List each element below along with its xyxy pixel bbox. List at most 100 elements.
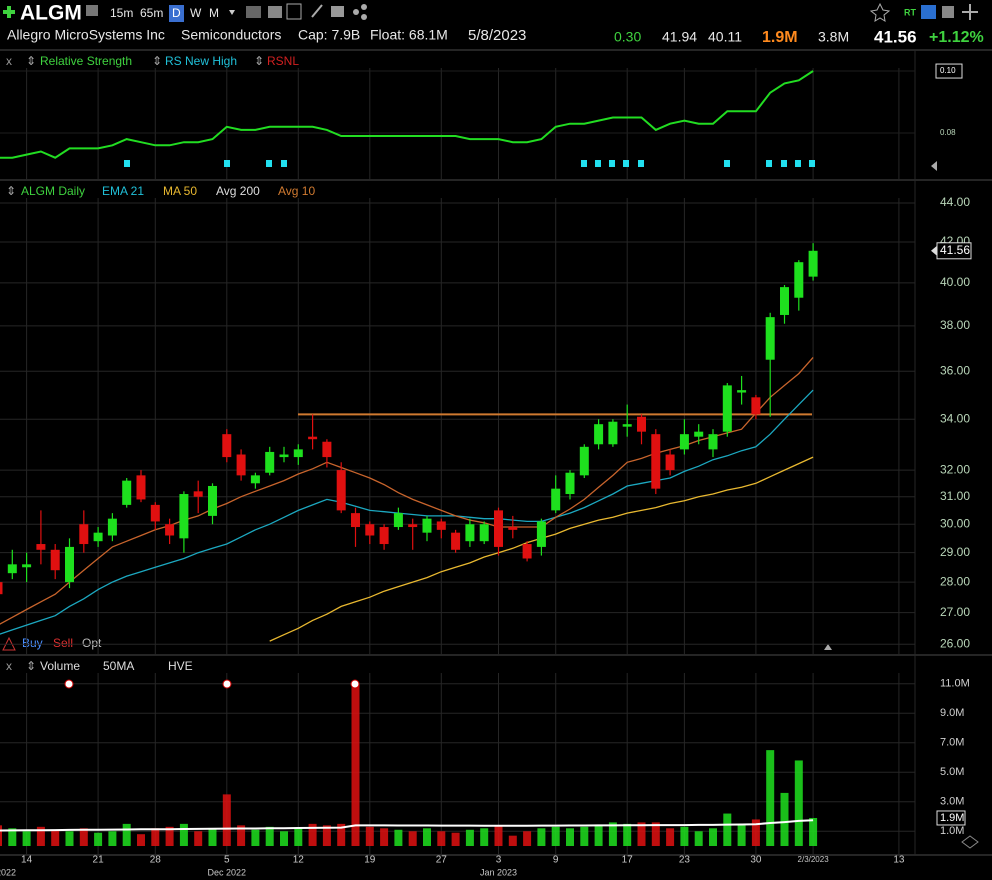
volume-bar — [494, 825, 503, 847]
volume-bar — [65, 831, 74, 847]
x-tick-label: 9 — [553, 855, 559, 866]
x-tick-label: 3 — [496, 855, 502, 866]
x-tick-label: 23 — [679, 855, 691, 866]
volume-bar — [0, 825, 2, 847]
change-percent: +1.12% — [929, 29, 984, 46]
legend-entry[interactable]: Avg 200 — [216, 184, 260, 198]
rs-legend: x ⇕ Relative Strength ⇕ RS New High ⇕ RS… — [6, 54, 299, 68]
volume-bar — [237, 825, 246, 847]
volume-bar — [780, 792, 789, 847]
candle-body — [594, 424, 604, 445]
volume-bar — [680, 826, 689, 847]
price-legend: ⇕ ALGM Daily EMA 21 MA 50 Avg 200 Avg 10 — [6, 184, 315, 198]
volume-bar — [623, 823, 632, 847]
volume-bar — [122, 823, 131, 847]
candle-body — [694, 431, 704, 437]
x-tick-label: 17 — [622, 855, 634, 866]
legend-entry[interactable]: Volume — [40, 659, 80, 673]
icon[interactable] — [86, 5, 98, 16]
timeframe-active[interactable] — [169, 5, 184, 22]
rs-new-high-marker — [623, 160, 629, 167]
timeframe[interactable]: D — [172, 6, 181, 20]
candle-body — [579, 446, 589, 476]
volume-legend: x ⇕ Volume 50MA HVE — [6, 659, 193, 673]
legend-entry[interactable]: MA 50 — [163, 184, 197, 198]
realtime[interactable]: RT — [904, 7, 916, 17]
icon[interactable] — [942, 6, 954, 18]
close-button[interactable]: x — [6, 54, 12, 68]
last-price: 41.56 — [874, 27, 917, 46]
sell-button[interactable]: Sell — [53, 636, 73, 650]
candle-body — [722, 385, 732, 432]
rs-new-high-marker — [638, 160, 644, 167]
volume-bar — [451, 832, 460, 847]
candle-body — [50, 549, 60, 571]
candle-body — [365, 524, 375, 536]
price-badge — [936, 242, 972, 260]
arrows: ⇕ — [26, 54, 36, 68]
timeframe[interactable]: 65m — [140, 6, 163, 20]
volume-badge-label: 1.9M — [940, 812, 964, 824]
icon[interactable] — [361, 14, 367, 20]
legend-entry[interactable]: Relative Strength — [40, 54, 132, 68]
candle-body — [65, 546, 74, 583]
candle-body — [536, 521, 546, 547]
sector: Semiconductors — [181, 27, 281, 43]
icon — [961, 835, 979, 849]
legend-entry[interactable]: 50MA — [103, 659, 134, 673]
arrows: ⇕ — [152, 54, 162, 68]
legend-entry[interactable]: RS New High — [165, 54, 237, 68]
candle-body — [408, 524, 418, 528]
candle-body — [250, 475, 260, 484]
icon[interactable] — [921, 5, 936, 19]
volume-bar — [208, 828, 217, 847]
legend-entry[interactable]: EMA 21 — [102, 184, 144, 198]
rs-new-high-marker — [224, 160, 230, 167]
volume-bar — [265, 826, 274, 847]
volume-bar — [580, 826, 589, 847]
moving-average — [0, 356, 814, 625]
timeframe[interactable]: W — [190, 6, 202, 20]
symbol[interactable]: ALGM — [20, 2, 82, 25]
price-badge-label: 41.56 — [940, 243, 970, 257]
legend-entry[interactable]: Avg 10 — [278, 184, 315, 198]
legend-entry[interactable]: RSNL — [267, 54, 299, 68]
volume-bar — [637, 822, 646, 847]
close-button[interactable]: x — [6, 659, 12, 673]
y-tick-label: 3.0M — [940, 796, 964, 808]
volume-bar — [94, 832, 103, 847]
candle-body — [651, 434, 661, 489]
icon[interactable] — [286, 3, 302, 20]
buy-button[interactable]: Buy — [22, 636, 43, 650]
timeframe[interactable]: 15m — [110, 6, 133, 20]
y-tick-label: 7.0M — [940, 737, 964, 749]
icon[interactable] — [361, 4, 367, 10]
add-icon[interactable] — [3, 6, 15, 18]
icon[interactable] — [311, 4, 323, 18]
x-tick-label: 12 — [293, 855, 305, 866]
volume-bar — [709, 828, 717, 847]
icon[interactable] — [246, 6, 261, 18]
options-button[interactable]: Opt — [82, 636, 102, 650]
icon[interactable] — [331, 6, 344, 17]
rs-new-high-marker — [809, 160, 815, 167]
timeframe[interactable]: M — [209, 6, 219, 20]
candle-body — [508, 527, 518, 530]
candle-body — [451, 532, 461, 550]
y-tick-label: 40.00 — [940, 275, 970, 289]
icon[interactable] — [962, 4, 978, 20]
legend-entry[interactable]: ALGM Daily — [21, 184, 85, 198]
dropdown[interactable] — [229, 10, 235, 15]
x-tick-label: 30 — [750, 855, 762, 866]
candle-body — [179, 494, 189, 539]
icon[interactable] — [353, 9, 359, 15]
icon[interactable] — [268, 6, 282, 18]
icon[interactable] — [869, 2, 891, 22]
candle-body — [637, 416, 646, 432]
rs-line — [0, 70, 814, 159]
arrows: ⇕ — [26, 659, 36, 673]
candle-body — [107, 518, 117, 536]
candle-body — [136, 475, 146, 500]
legend-entry[interactable]: HVE — [168, 659, 193, 673]
candle-body — [7, 564, 17, 574]
